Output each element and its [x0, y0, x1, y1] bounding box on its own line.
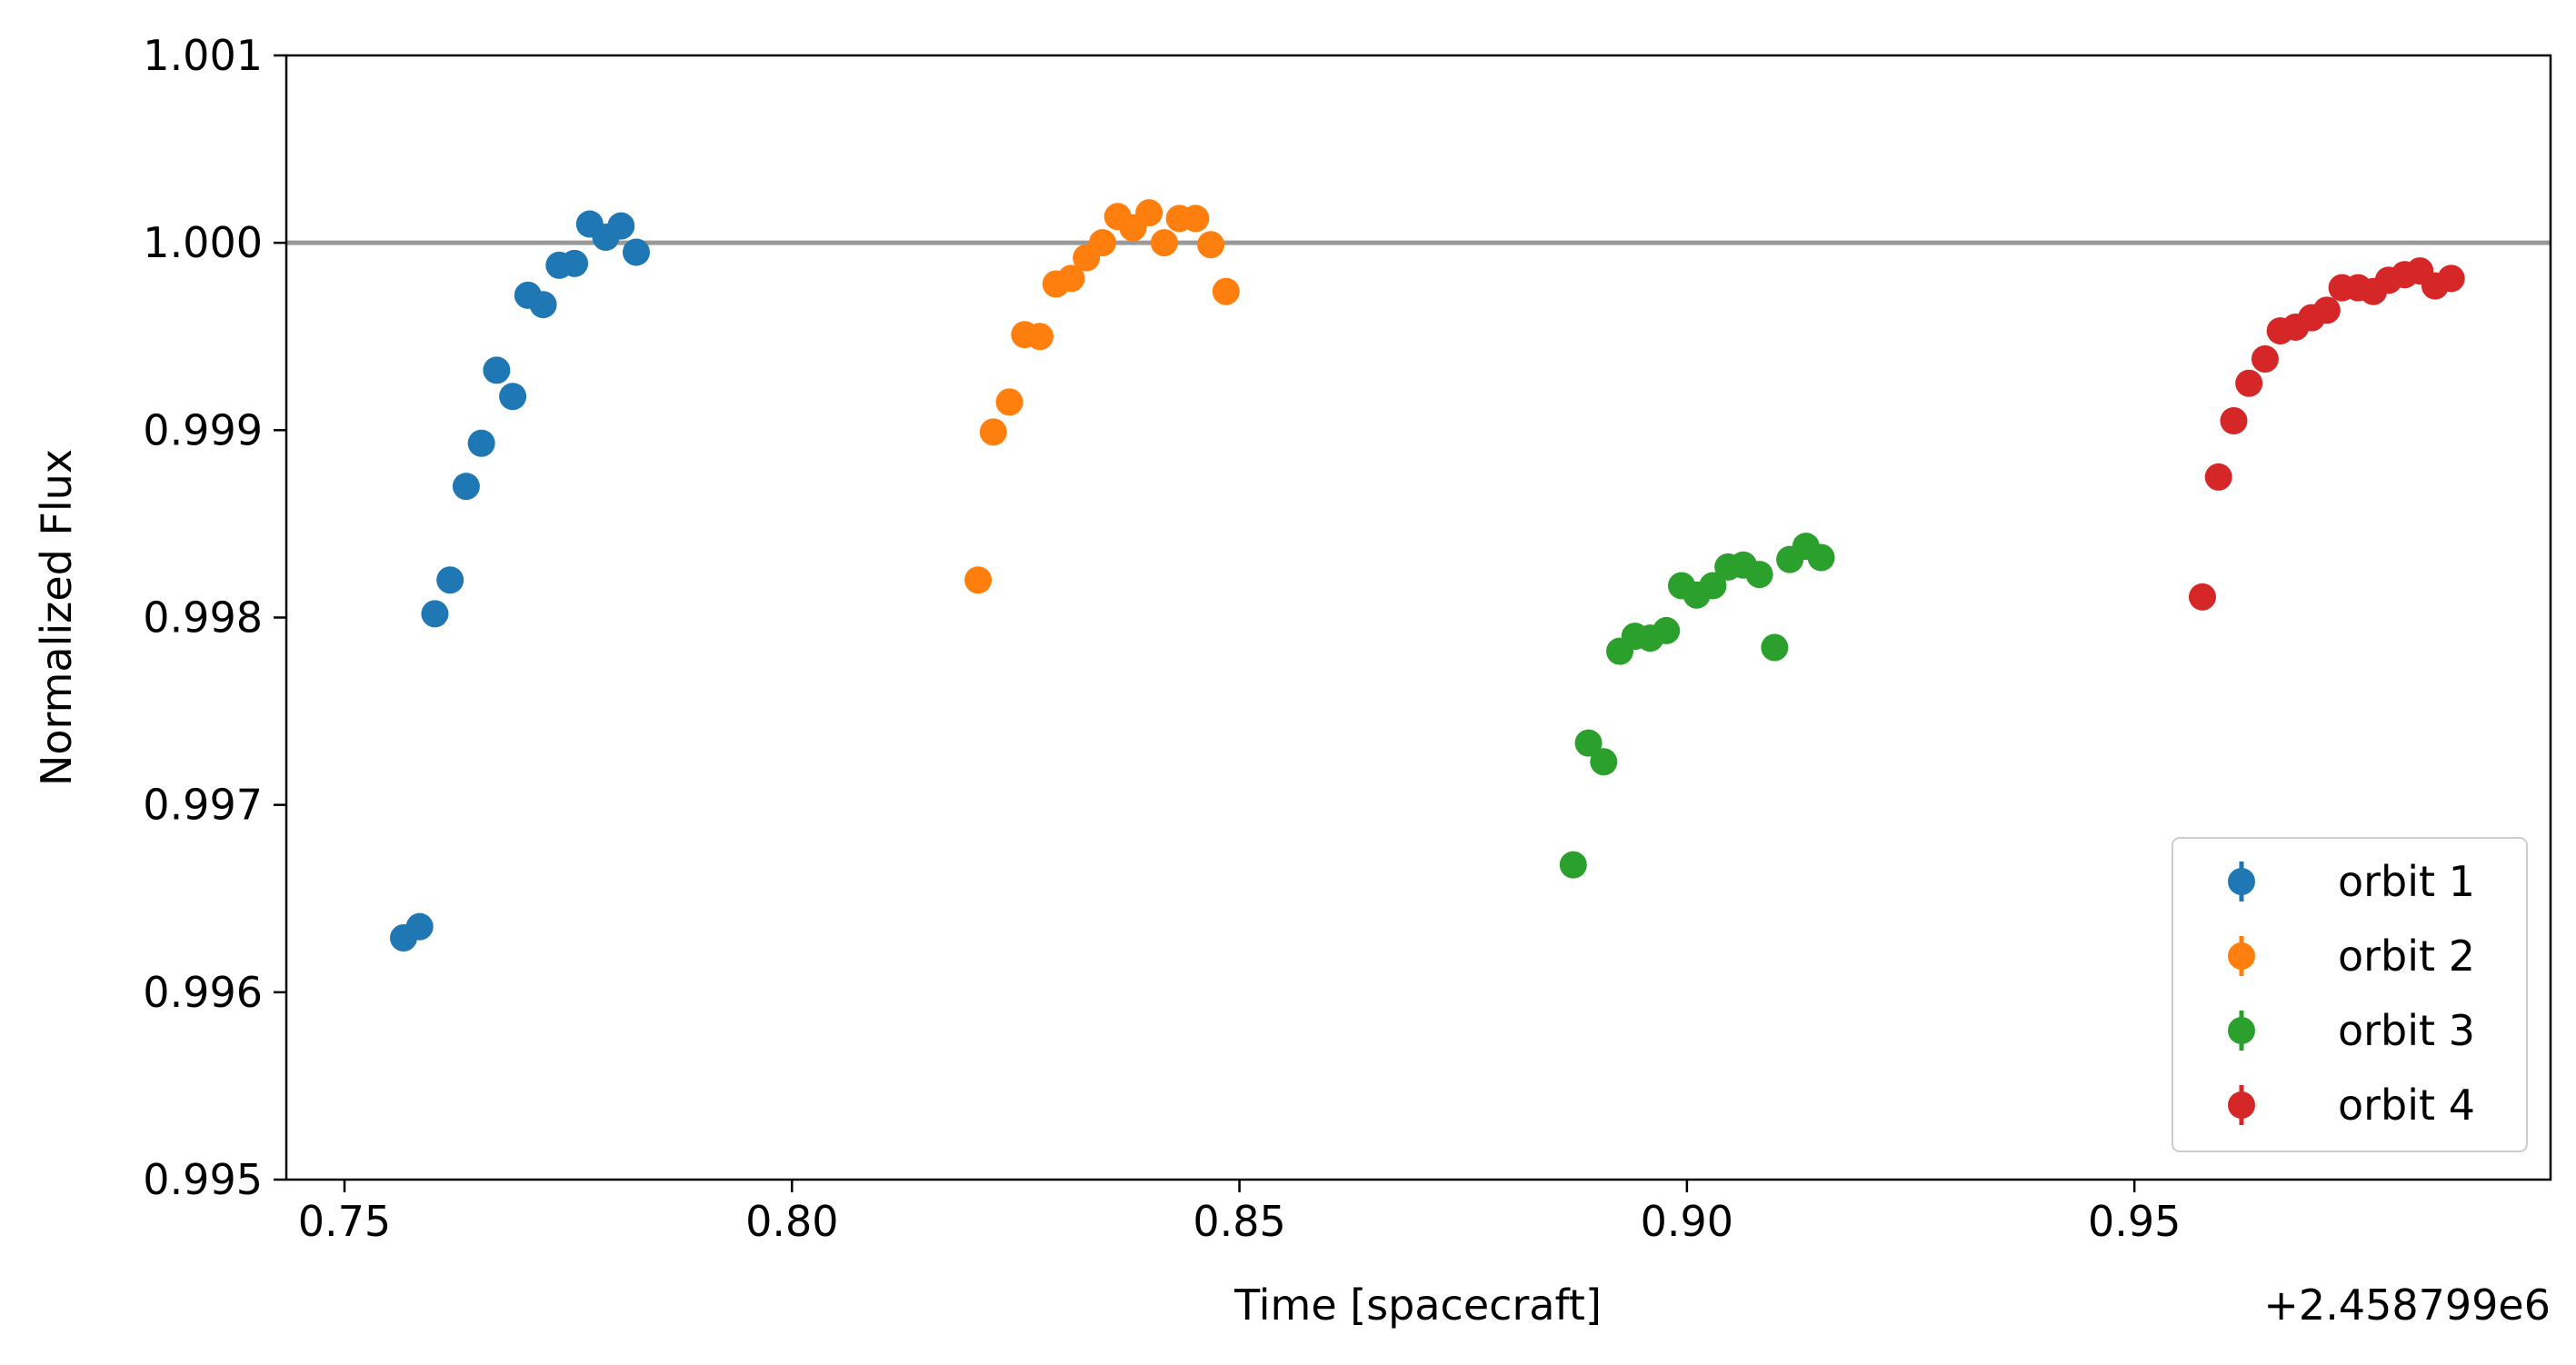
x-axis-ticks: 0.75 0.80 0.85 0.90 0.95 [298, 1180, 2181, 1246]
y-tick-label: 0.998 [143, 593, 263, 643]
data-point [1182, 204, 1210, 233]
data-point [2437, 264, 2465, 293]
legend-item: orbit 3 [2228, 1006, 2475, 1055]
legend-marker [2228, 1017, 2255, 1044]
data-point [1559, 851, 1587, 879]
data-point [1590, 748, 1618, 776]
legend-label: orbit 1 [2338, 857, 2475, 906]
data-point [529, 291, 557, 319]
legend-marker [2228, 942, 2255, 970]
data-point [964, 566, 993, 594]
x-tick-label: 0.85 [1193, 1197, 1285, 1246]
data-point [1212, 277, 1240, 305]
y-tick-label: 1.001 [143, 31, 263, 80]
data-point [979, 418, 1007, 446]
y-tick-label: 0.997 [143, 781, 263, 830]
y-axis-title: Normalized Flux [32, 449, 81, 786]
legend-item: orbit 2 [2228, 932, 2475, 981]
data-point [607, 212, 635, 240]
y-tick-label: 0.996 [143, 968, 263, 1017]
data-point [421, 600, 449, 628]
legend-item: orbit 1 [2228, 857, 2475, 906]
data-point [483, 356, 511, 384]
x-axis-title: Time [spacecraft] [1233, 1280, 1602, 1330]
legend-label: orbit 3 [2338, 1006, 2475, 1055]
data-point [1026, 323, 1054, 351]
legend-box [2172, 837, 2528, 1152]
data-point [995, 388, 1023, 416]
legend-item: orbit 4 [2228, 1081, 2475, 1130]
data-point [2188, 583, 2216, 611]
data-point [2312, 296, 2341, 324]
data-point [1699, 572, 1727, 600]
legend-marker [2228, 1091, 2255, 1119]
x-tick-label: 0.90 [1641, 1197, 1733, 1246]
x-tick-label: 0.75 [298, 1197, 391, 1246]
data-point [1135, 199, 1163, 227]
data-point [2220, 407, 2248, 435]
y-tick-label: 0.999 [143, 405, 263, 454]
data-point [2204, 463, 2232, 491]
data-point [1807, 543, 1835, 572]
y-axis-ticks: 0.995 0.996 0.997 0.998 0.999 1.000 1.001 [143, 31, 286, 1204]
data-point [1745, 561, 1773, 589]
data-point [561, 249, 589, 277]
legend: orbit 1 orbit 2 orbit 3 orbit 4 [2172, 837, 2528, 1152]
data-point [2235, 369, 2263, 397]
data-point [405, 912, 434, 941]
data-points-layer [389, 199, 2465, 952]
series-orbit-1 [389, 210, 650, 952]
data-point [1150, 229, 1178, 257]
data-point [1652, 616, 1681, 644]
legend-marker [2228, 868, 2255, 895]
x-axis-offset-label: +2.458799e6 [2263, 1280, 2551, 1330]
data-point [622, 238, 650, 266]
data-point [452, 473, 480, 501]
data-point [1197, 231, 1225, 259]
legend-label: orbit 2 [2338, 932, 2475, 981]
y-tick-label: 1.000 [143, 218, 263, 267]
data-point [1088, 229, 1116, 257]
data-point [2251, 344, 2279, 373]
data-point [467, 429, 495, 457]
data-point [499, 383, 527, 411]
series-orbit-4 [2188, 257, 2465, 611]
legend-label: orbit 4 [2338, 1081, 2475, 1130]
x-tick-label: 0.80 [745, 1197, 838, 1246]
y-tick-label: 0.995 [143, 1155, 263, 1204]
data-point [1057, 264, 1085, 293]
data-point [436, 566, 464, 594]
data-point [1761, 633, 1789, 662]
series-orbit-2 [964, 199, 1240, 594]
series-orbit-3 [1559, 533, 1835, 879]
x-tick-label: 0.95 [2088, 1197, 2181, 1246]
data-point [1574, 729, 1603, 757]
